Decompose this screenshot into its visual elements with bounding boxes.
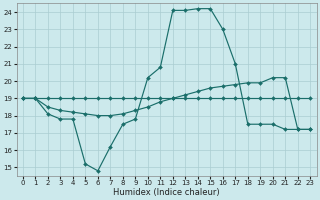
X-axis label: Humidex (Indice chaleur): Humidex (Indice chaleur): [113, 188, 220, 197]
